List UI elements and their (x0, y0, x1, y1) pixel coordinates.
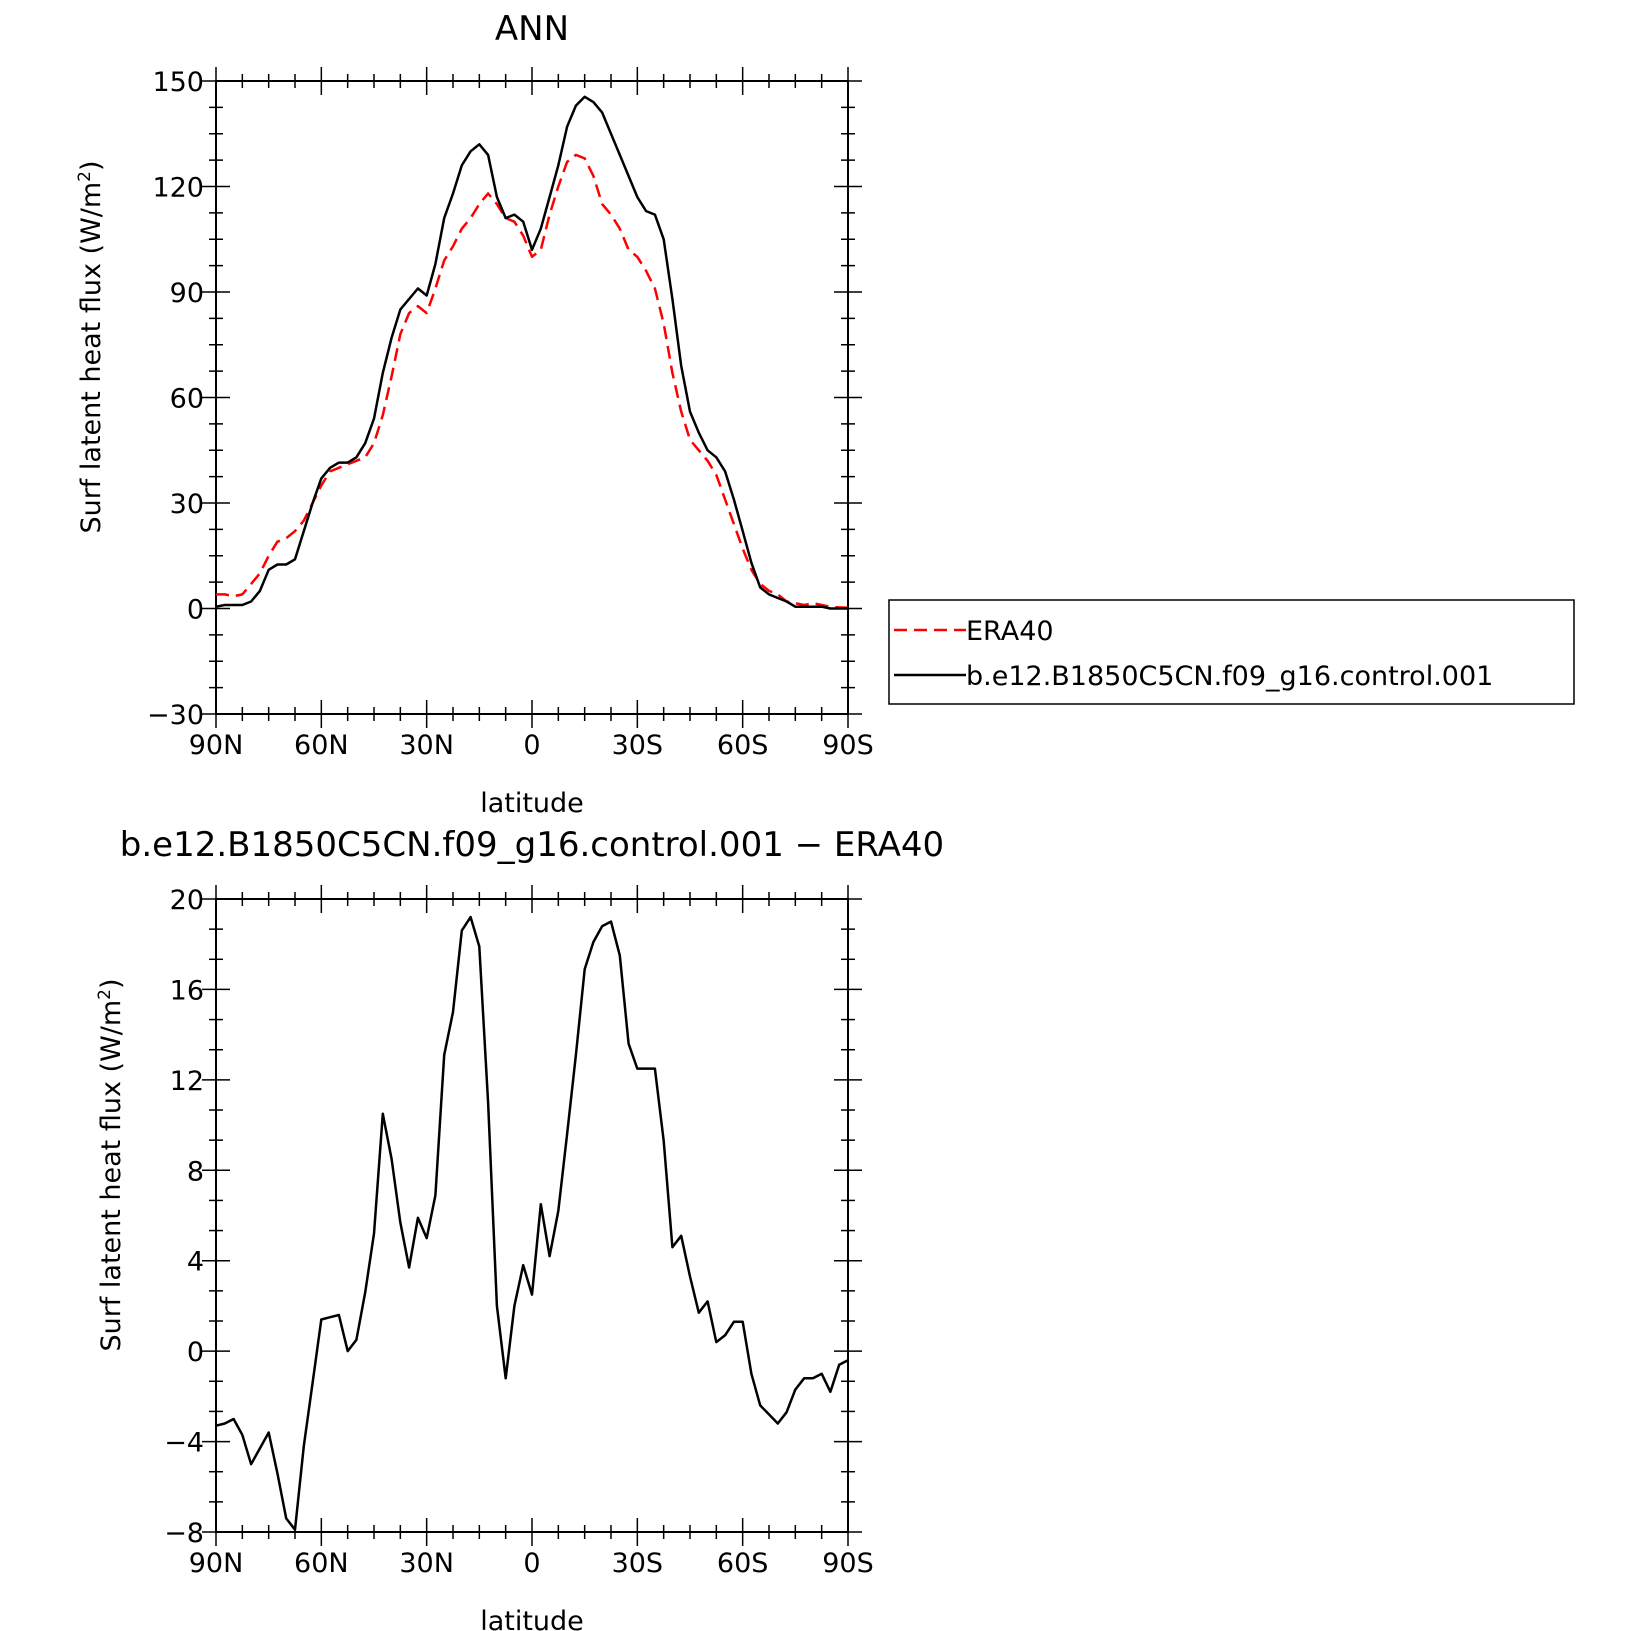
legend-label-model: b.e12.B1850C5CN.f09_g16.control.001 (966, 661, 1493, 692)
chart-title: b.e12.B1850C5CN.f09_g16.control.001 − ER… (120, 825, 944, 865)
y-tick-label: 20 (170, 885, 204, 916)
chart-title: ANN (495, 9, 569, 49)
x-tick-label: 90N (189, 730, 244, 761)
y-tick-label: 8 (187, 1156, 204, 1187)
x-tick-label: 90S (822, 730, 874, 761)
series-line-model (215, 95, 848, 610)
x-tick-label: 0 (523, 1548, 540, 1579)
series-line-era40 (216, 153, 849, 610)
y-axis-label: Surf latent heat flux (W/m2) (75, 160, 107, 533)
y-tick-label: 0 (187, 1337, 204, 1368)
y-tick-label: 150 (152, 67, 204, 98)
panel-difference: b.e12.B1850C5CN.f09_g16.control.001 − ER… (95, 825, 944, 1631)
y-tick-label: −30 (147, 700, 204, 731)
y-tick-label: 90 (170, 278, 204, 309)
panel-annual-mean: ANN Surf latent heat flux (W/m2) latitud… (75, 9, 874, 819)
x-tick-label: 60S (717, 730, 769, 761)
x-tick-label: 60N (294, 1548, 349, 1579)
x-tick-label: 30S (612, 730, 664, 761)
tick-marks (202, 67, 862, 728)
plot-frame (215, 80, 849, 715)
y-tick-label: 16 (170, 975, 204, 1006)
x-axis-label: latitude (480, 1606, 584, 1631)
x-tick-label: 60N (294, 730, 349, 761)
x-tick-label: 90N (189, 1548, 244, 1579)
tick-marks (202, 885, 862, 1546)
x-tick-label: 60S (717, 1548, 769, 1579)
x-tick-labels: 90N 60N 30N 0 30S 60S 90S (189, 730, 874, 761)
y-tick-label: 120 (152, 173, 204, 204)
series-lines (215, 95, 849, 610)
y-tick-labels: −8 −4 0 4 8 12 16 20 (164, 885, 204, 1549)
x-tick-label: 30N (399, 730, 454, 761)
x-axis-label: latitude (480, 788, 584, 819)
series-lines (215, 915, 849, 1531)
x-tick-label: 90S (822, 1548, 874, 1579)
y-tick-label: 30 (170, 489, 204, 520)
y-tick-label: 0 (187, 595, 204, 626)
plot-frame (215, 898, 849, 1533)
legend-label-era40: ERA40 (966, 616, 1054, 647)
legend-box (888, 599, 1575, 705)
x-tick-label: 30N (399, 1548, 454, 1579)
x-tick-label: 30S (612, 1548, 664, 1579)
y-tick-label: 4 (187, 1247, 204, 1278)
y-tick-label: −4 (164, 1428, 204, 1459)
x-tick-label: 0 (523, 730, 540, 761)
y-tick-label: 12 (170, 1066, 204, 1097)
y-tick-label: 60 (170, 384, 204, 415)
y-axis-label: Surf latent heat flux (W/m2) (95, 978, 127, 1351)
legend: ERA40 b.e12.B1850C5CN.f09_g16.control.00… (888, 599, 1575, 705)
y-tick-labels: −30 0 30 60 90 120 150 (147, 67, 204, 731)
series-line-difference (215, 915, 849, 1531)
x-tick-labels: 90N 60N 30N 0 30S 60S 90S (189, 1548, 874, 1579)
y-tick-label: −8 (164, 1518, 204, 1549)
